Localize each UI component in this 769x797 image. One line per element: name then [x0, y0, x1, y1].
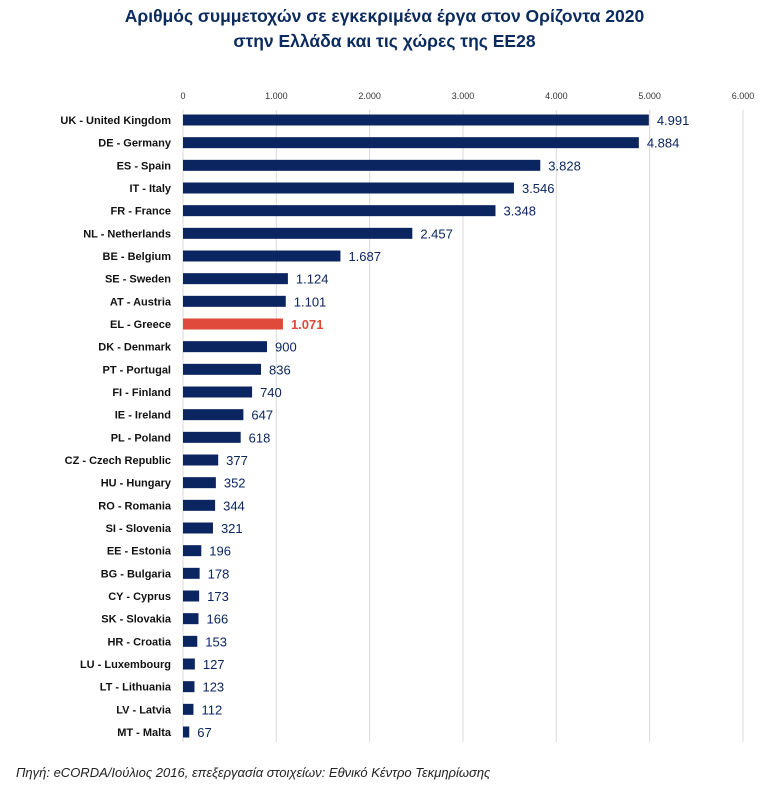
bar — [183, 386, 253, 398]
category-label: LV - Latvia — [116, 704, 172, 716]
x-tick-label: 5.000 — [638, 91, 661, 101]
source-note: Πηγή: eCORDA/Ιούλιος 2016, επεξεργασία σ… — [16, 765, 491, 780]
data-label: 4.991 — [657, 113, 690, 128]
bar — [183, 409, 244, 421]
category-label: AT - Austria — [110, 296, 172, 308]
bar — [183, 159, 541, 171]
bar — [183, 726, 190, 738]
data-label: 123 — [202, 680, 224, 695]
bar-chart: 0 1.000 2.000 3.000 4.000 5.000 6.000 UK - Unit… — [60, 91, 755, 742]
category-label: DE - Germany — [98, 138, 172, 150]
x-tick-label: 4.000 — [545, 91, 568, 101]
data-label: 647 — [251, 408, 273, 423]
data-label: 1.687 — [348, 249, 381, 264]
data-label: 740 — [260, 385, 282, 400]
data-label: 112 — [201, 702, 222, 717]
bar — [183, 499, 216, 511]
chart-title-line-1: Αριθμός συμμετοχών σε εγκεκριμένα έργα σ… — [124, 6, 645, 26]
category-label: MT - Malta — [117, 727, 172, 739]
category-label: SK - Slovakia — [101, 614, 172, 626]
category-label: HR - Croatia — [107, 636, 171, 648]
chart-title: Αριθμός συμμετοχών σε εγκεκριμένα έργα σ… — [0, 4, 769, 54]
category-label: EL - Greece — [110, 319, 171, 331]
bar — [183, 681, 195, 693]
bar — [183, 182, 514, 194]
x-tick-label: 0 — [180, 91, 185, 101]
bar — [183, 567, 200, 579]
data-label: 67 — [197, 725, 211, 740]
data-label: 178 — [208, 566, 230, 581]
bar — [183, 295, 286, 307]
category-label: SE - Sweden — [105, 274, 171, 286]
category-label: PT - Portugal — [103, 364, 171, 376]
data-label: 900 — [275, 340, 297, 355]
bar — [183, 205, 496, 217]
data-label: 321 — [221, 521, 243, 536]
data-label: 4.884 — [647, 136, 680, 151]
data-label: 196 — [209, 544, 231, 559]
category-label: IE - Ireland — [115, 410, 171, 422]
data-label: 352 — [224, 476, 246, 491]
bar — [183, 273, 288, 285]
data-label: 173 — [207, 589, 229, 604]
bar — [183, 454, 219, 466]
data-label: 166 — [206, 612, 228, 627]
data-label: 1.071 — [291, 317, 324, 332]
bar — [183, 477, 216, 489]
category-label: CY - Cyprus — [108, 591, 171, 603]
category-label: SI - Slovenia — [106, 523, 172, 535]
bar — [183, 613, 199, 625]
category-label: BG - Bulgaria — [101, 568, 172, 580]
x-tick-label: 6.000 — [732, 91, 755, 101]
category-label: HU - Hungary — [101, 478, 172, 490]
bar — [183, 658, 195, 670]
category-label: DK - Denmark — [98, 342, 172, 354]
category-label: CZ - Czech Republic — [65, 455, 171, 467]
data-label: 1.124 — [296, 272, 329, 287]
data-label: 3.546 — [522, 181, 555, 196]
x-tick-label: 3.000 — [452, 91, 475, 101]
data-label: 153 — [205, 634, 227, 649]
category-label: FR - France — [110, 206, 171, 218]
bar — [183, 431, 241, 443]
bar — [183, 114, 649, 126]
x-tick-label: 2.000 — [358, 91, 381, 101]
bar — [183, 703, 194, 715]
category-label: NL - Netherlands — [83, 228, 171, 240]
data-label: 344 — [223, 498, 245, 513]
chart-title-line-2: στην Ελλάδα και τις χώρες της ΕΕ28 — [233, 31, 536, 51]
data-label: 618 — [249, 430, 271, 445]
category-label: FI - Finland — [112, 387, 171, 399]
bar — [183, 341, 267, 353]
category-label: LT - Lithuania — [100, 682, 172, 694]
bar — [183, 545, 202, 557]
category-label: IT - Italy — [129, 183, 171, 195]
data-label: 3.828 — [548, 158, 581, 173]
data-label: 377 — [226, 453, 248, 468]
category-label: BE - Belgium — [103, 251, 172, 263]
x-tick-label: 1.000 — [265, 91, 288, 101]
category-label: PL - Poland — [111, 432, 171, 444]
data-label: 2.457 — [420, 226, 453, 241]
category-label: LU - Luxembourg — [80, 659, 171, 671]
category-label: ES - Spain — [117, 160, 172, 172]
category-label: UK - United Kingdom — [60, 115, 171, 127]
bar — [183, 590, 200, 602]
bar — [183, 318, 283, 330]
data-label: 1.101 — [294, 294, 327, 309]
data-label: 836 — [269, 362, 291, 377]
category-label: EE - Estonia — [107, 546, 172, 558]
bar — [183, 227, 413, 239]
bar — [183, 522, 213, 534]
bar — [183, 363, 262, 375]
bar — [183, 250, 341, 262]
bar — [183, 137, 639, 149]
data-label: 3.348 — [503, 204, 536, 219]
data-label: 127 — [203, 657, 225, 672]
bar — [183, 635, 198, 647]
category-label: RO - Romania — [98, 500, 172, 512]
